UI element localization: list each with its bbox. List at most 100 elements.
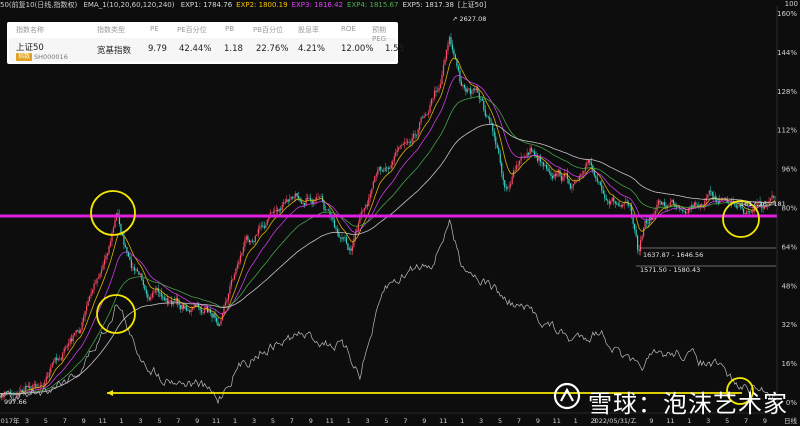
candle-body — [439, 84, 442, 89]
candle-body — [465, 87, 467, 93]
candle-body — [254, 235, 256, 243]
candle-body — [613, 197, 615, 202]
candle-body — [260, 225, 262, 227]
candle-body — [599, 181, 601, 185]
candle-body — [275, 209, 277, 211]
candle-body — [690, 205, 692, 209]
candle-body — [647, 222, 649, 224]
candle-body — [572, 184, 575, 187]
candle-body — [360, 211, 362, 217]
candle-body — [150, 297, 152, 300]
chart-title: 50(前复10(日线,指数权) — [0, 1, 78, 9]
candle-body — [359, 216, 361, 224]
candle-body — [103, 259, 106, 265]
candle-body — [556, 172, 558, 177]
candle-body — [71, 338, 73, 342]
ema-white-line — [0, 124, 776, 395]
candle-body — [23, 390, 25, 392]
x-tick-label: 5 — [384, 417, 388, 425]
candle-body — [342, 237, 345, 240]
candle-body — [533, 151, 536, 156]
candle-body — [381, 170, 383, 171]
candle-body — [502, 173, 504, 181]
candle-body — [60, 358, 62, 360]
candle-body — [251, 240, 253, 242]
candle-body — [5, 391, 7, 395]
candle-body — [645, 220, 648, 223]
candle-body — [127, 252, 130, 257]
candle-body — [75, 330, 77, 333]
candle-body — [0, 393, 3, 398]
candle-body — [752, 212, 754, 213]
candle-body — [305, 198, 307, 206]
candle-body — [654, 211, 657, 214]
candle-body — [248, 239, 250, 243]
candle-body — [551, 175, 554, 179]
candle-body — [63, 348, 65, 353]
candle-body — [153, 292, 155, 294]
candle-body — [610, 200, 612, 205]
candle-body — [463, 84, 466, 88]
candle-body — [660, 202, 663, 205]
candle-body — [424, 114, 427, 117]
candle-body — [278, 208, 280, 212]
candle-body — [448, 37, 451, 45]
candle-body — [632, 217, 634, 224]
candle-body — [493, 131, 495, 137]
candle-body — [750, 211, 752, 213]
candle-body — [114, 220, 116, 228]
candle-body — [97, 277, 100, 279]
info-row-bg — [9, 38, 396, 62]
y-tick-label: 16% — [781, 360, 797, 368]
x-tick-label: 7 — [744, 417, 748, 425]
ema-magenta-line — [0, 74, 776, 395]
candle-body — [326, 209, 328, 211]
candle-body — [247, 236, 249, 240]
info-header-1: 指数类型 — [97, 26, 125, 34]
info-header-4: PB — [225, 25, 235, 33]
candle-body — [296, 193, 298, 196]
candle-body — [544, 164, 546, 166]
candle-body — [93, 283, 95, 291]
candle-body — [774, 196, 776, 198]
candle-body — [111, 232, 113, 242]
x-tick-label: 9 — [309, 417, 313, 425]
candle-body — [317, 197, 319, 198]
candle-body — [704, 201, 706, 208]
candle-body — [53, 360, 55, 364]
candle-body — [569, 183, 572, 189]
candle-body — [438, 88, 440, 91]
candle-body — [335, 227, 337, 230]
candle-body — [250, 240, 252, 243]
candle-body — [192, 307, 194, 310]
candle-body — [423, 116, 425, 118]
candle-body — [398, 147, 400, 150]
candle-body — [749, 211, 751, 213]
candle-body — [280, 208, 282, 211]
candle-body — [262, 225, 264, 227]
candle-body — [399, 145, 401, 148]
candle-body — [635, 229, 637, 236]
candle-body — [504, 180, 506, 188]
info-value-6: 12.00% — [341, 44, 374, 54]
candle-body — [86, 305, 88, 311]
y-tick-label: 160% — [777, 10, 797, 18]
candle-body — [410, 141, 412, 143]
candle-body — [505, 187, 507, 189]
candle-body — [105, 255, 107, 260]
candle-body — [181, 304, 183, 310]
candle-body — [263, 226, 265, 228]
candle-body — [657, 200, 660, 205]
candle-body — [701, 204, 703, 206]
candle-body — [716, 199, 718, 202]
candle-body — [44, 381, 46, 387]
candle-body — [487, 116, 489, 118]
candle-body — [542, 162, 545, 166]
candle-body — [737, 206, 739, 208]
candle-body — [81, 321, 83, 330]
candle-body — [154, 290, 156, 293]
x-tick-label: 3 — [366, 417, 370, 425]
candle-body — [763, 206, 766, 209]
candle-body — [678, 206, 681, 209]
candle-body — [586, 162, 588, 167]
